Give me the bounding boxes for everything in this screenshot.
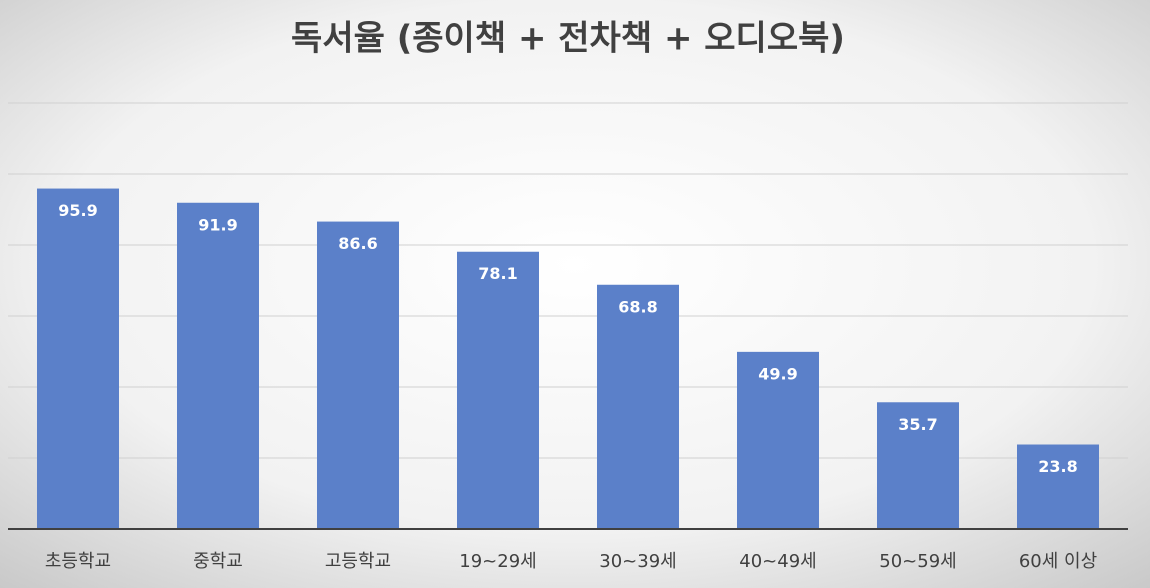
bar <box>737 351 819 529</box>
value-label: 35.7 <box>898 415 937 434</box>
value-label: 78.1 <box>478 264 517 283</box>
bar <box>37 188 119 529</box>
bar <box>317 221 399 529</box>
value-label: 95.9 <box>58 201 97 220</box>
x-tick-label: 50~59세 <box>879 551 956 572</box>
value-label: 91.9 <box>198 215 237 234</box>
bar <box>877 402 959 529</box>
x-tick-label: 19~29세 <box>459 551 536 572</box>
value-label: 49.9 <box>758 364 797 383</box>
bar <box>1017 444 1099 529</box>
x-tick-label: 60세 이상 <box>1019 551 1097 572</box>
value-label: 68.8 <box>618 297 657 316</box>
x-tick-label: 초등학교 <box>45 551 111 572</box>
chart-title: 독서율 (종이책 + 전차책 + 오디오북) <box>291 19 845 59</box>
bar <box>177 202 259 529</box>
x-tick-label: 30~39세 <box>599 551 676 572</box>
value-label: 86.6 <box>338 234 377 253</box>
bar <box>457 251 539 529</box>
bar <box>597 284 679 529</box>
x-tick-label: 중학교 <box>193 551 243 572</box>
value-label: 23.8 <box>1038 457 1077 476</box>
x-tick-label: 고등학교 <box>325 551 391 572</box>
x-tick-label: 40~49세 <box>739 551 816 572</box>
